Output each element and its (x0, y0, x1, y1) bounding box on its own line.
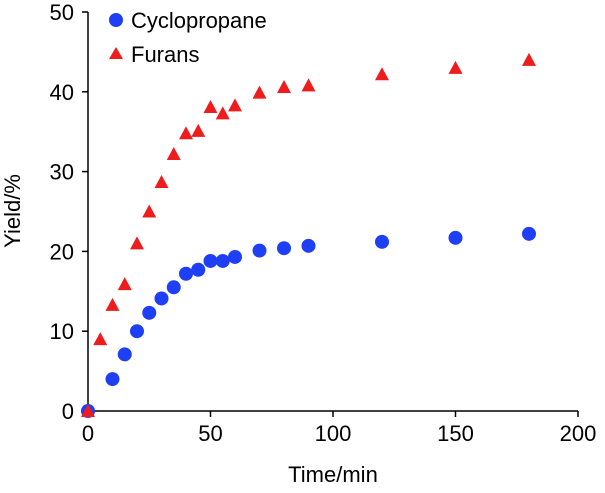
data-point-cyclopropane (130, 324, 144, 339)
legend-marker-furans (109, 47, 123, 59)
data-point-cyclopropane (166, 280, 181, 295)
data-point-furans (375, 67, 389, 81)
x-tick-label: 50 (198, 421, 222, 446)
data-point-cyclopropane (179, 266, 193, 281)
data-point-cyclopropane (375, 234, 389, 249)
data-point-cyclopropane (522, 226, 536, 241)
data-point-cyclopropane (142, 305, 157, 320)
series-furans (81, 52, 536, 417)
data-points (81, 52, 536, 418)
legend-label-furans: Furans (131, 42, 199, 67)
data-point-furans (105, 297, 120, 311)
legend: Cyclopropane Furans (109, 8, 267, 67)
data-point-cyclopropane (277, 241, 291, 256)
data-point-furans (191, 123, 206, 137)
series-cyclopropane (81, 226, 536, 418)
data-point-cyclopropane (191, 262, 206, 277)
data-point-furans (179, 126, 193, 140)
y-tick-label: 50 (50, 0, 74, 25)
data-point-furans (142, 204, 157, 218)
ticks: 0 50 100 150 200 0 10 20 30 40 50 (50, 0, 597, 446)
y-axis-title: Yield/% (0, 174, 25, 248)
data-point-furans (301, 78, 316, 92)
x-tick-label: 100 (315, 421, 352, 446)
data-point-furans (228, 98, 242, 112)
data-point-furans (277, 80, 291, 94)
y-tick-label: 10 (50, 319, 74, 344)
axes (87, 12, 578, 412)
x-axis-title: Time/min (288, 462, 378, 487)
x-tick-label: 150 (437, 421, 474, 446)
data-point-cyclopropane (448, 230, 463, 245)
data-point-cyclopropane (154, 291, 169, 306)
data-point-furans (215, 106, 230, 120)
data-point-furans (130, 236, 144, 250)
data-point-furans (203, 99, 218, 113)
data-point-cyclopropane (117, 347, 132, 362)
data-point-cyclopropane (228, 249, 242, 264)
data-point-furans (117, 277, 132, 291)
data-point-cyclopropane (301, 238, 316, 253)
data-point-furans (252, 85, 267, 99)
data-point-furans (154, 174, 169, 188)
legend-marker-cyclopropane (109, 13, 123, 27)
x-tick-label: 200 (560, 421, 597, 446)
y-tick-label: 20 (50, 239, 74, 264)
y-tick-label: 30 (50, 160, 74, 185)
y-tick-label: 0 (62, 399, 74, 424)
data-point-furans (166, 147, 181, 161)
data-point-cyclopropane (203, 253, 218, 268)
data-point-cyclopropane (252, 243, 267, 258)
y-tick-label: 40 (50, 80, 74, 105)
data-point-furans (522, 52, 536, 66)
data-point-furans (81, 404, 95, 417)
x-tick-label: 0 (82, 421, 94, 446)
data-point-cyclopropane (215, 253, 230, 268)
data-point-cyclopropane (105, 372, 120, 387)
legend-label-cyclopropane: Cyclopropane (131, 8, 267, 33)
data-point-furans (93, 332, 108, 346)
data-point-furans (448, 60, 463, 74)
